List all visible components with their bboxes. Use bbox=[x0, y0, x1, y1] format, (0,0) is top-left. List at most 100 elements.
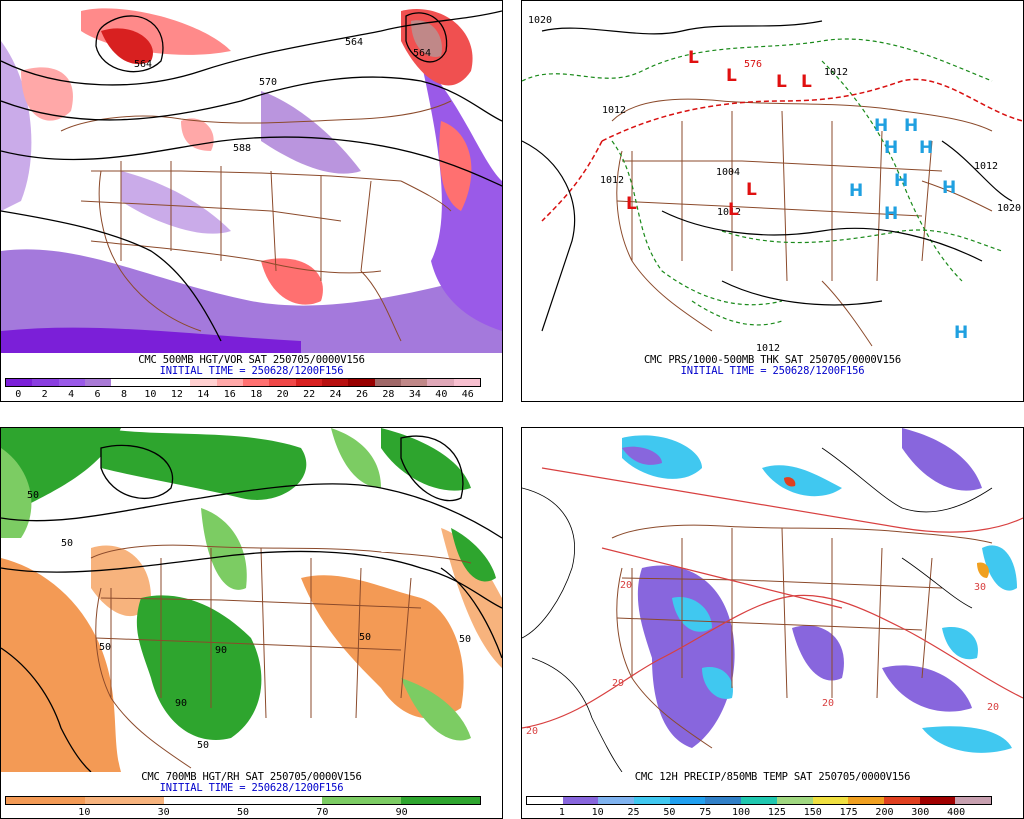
scale-swatch bbox=[322, 797, 401, 804]
scale-label: 50 bbox=[236, 807, 250, 818]
high-pressure-symbol: H bbox=[849, 181, 863, 201]
panel-precip-850mb-temp: 20 20 29 20 30 20 CMC 12H PRECIP/850MB T… bbox=[521, 427, 1024, 819]
scale-label: 40 bbox=[435, 389, 448, 400]
low-pressure-symbol: L bbox=[688, 48, 699, 68]
high-pressure-symbol: H bbox=[919, 138, 933, 158]
contour-label: 50 bbox=[459, 634, 471, 645]
panel-500mb-vorticity: 564 564 564 570 588 CMC 500MB HGT/VOR SA… bbox=[0, 0, 503, 402]
panel-title: CMC PRS/1000-500MB THK SAT 250705/0000V1… bbox=[643, 354, 902, 366]
scale-swatch bbox=[295, 379, 322, 386]
color-scale-labels: 1 10 25 50 75 100 125 150 175 200 300 400 bbox=[526, 807, 992, 819]
contour-label: 1012 bbox=[602, 105, 626, 116]
scale-label: 200 bbox=[875, 807, 894, 818]
contour-label: 20 bbox=[822, 698, 834, 709]
scale-label: 300 bbox=[911, 807, 930, 818]
scale-swatch bbox=[84, 379, 112, 386]
scale-label: 8 bbox=[120, 389, 128, 400]
scale-label: 75 bbox=[699, 807, 712, 818]
scale-label: 175 bbox=[839, 807, 858, 818]
scale-swatch bbox=[453, 379, 480, 386]
low-pressure-symbol: L bbox=[726, 66, 737, 86]
scale-swatch bbox=[32, 379, 59, 386]
contour-label: 90 bbox=[175, 698, 187, 709]
scale-swatch bbox=[883, 797, 920, 804]
scale-swatch bbox=[111, 379, 138, 386]
scale-label: 24 bbox=[329, 389, 342, 400]
low-pressure-symbol: L bbox=[746, 180, 757, 200]
contour-label: 1012 bbox=[600, 175, 624, 186]
scale-swatch bbox=[400, 379, 428, 386]
high-pressure-symbol: H bbox=[894, 171, 908, 191]
low-pressure-symbol: L bbox=[801, 72, 812, 92]
scale-swatch bbox=[163, 379, 191, 386]
scale-label: 30 bbox=[157, 807, 170, 818]
scale-label: 0 bbox=[15, 389, 22, 400]
scale-swatch bbox=[401, 797, 480, 804]
scale-swatch bbox=[848, 797, 884, 804]
contour-label: 1020 bbox=[997, 203, 1021, 214]
contour-label: 50 bbox=[61, 538, 73, 549]
high-pressure-symbol: H bbox=[904, 116, 918, 136]
color-scale-labels: 0 2 4 6 8 10 12 14 16 18 20 22 24 26 28 34 40 46 bbox=[5, 389, 481, 401]
scale-label: 18 bbox=[250, 389, 263, 400]
scale-label: 28 bbox=[382, 389, 395, 400]
rh-map: 50 50 50 90 50 50 90 50 bbox=[1, 428, 502, 772]
scale-label: 2 bbox=[41, 389, 48, 400]
panel-title: CMC 12H PRECIP/850MB TEMP SAT 250705/000… bbox=[634, 771, 911, 783]
contour-label: 1004 bbox=[716, 167, 740, 178]
scale-label: 26 bbox=[355, 389, 369, 400]
panel-title: CMC 700MB HGT/RH SAT 250705/0000V156 bbox=[141, 771, 362, 783]
scale-label: 20 bbox=[276, 389, 289, 400]
high-pressure-symbol: H bbox=[942, 178, 956, 198]
panel-pressure-thickness: 1020 1012 1012 1004 1012 1012 1012 1020 … bbox=[521, 0, 1024, 402]
scale-swatch bbox=[164, 797, 243, 804]
initial-time: INITIAL TIME = 250628/1200F156 bbox=[159, 782, 344, 794]
color-scale-bar bbox=[526, 796, 992, 805]
scale-label: 34 bbox=[408, 389, 421, 400]
high-pressure-symbol: H bbox=[874, 116, 888, 136]
scale-swatch bbox=[634, 797, 670, 804]
contour-label: 564 bbox=[134, 59, 152, 70]
scale-label: 10 bbox=[78, 807, 91, 818]
color-scale-labels: 10 30 50 70 90 bbox=[5, 807, 481, 819]
contour-label: 1012 bbox=[824, 67, 848, 78]
contour-label: 1012 bbox=[974, 161, 998, 172]
low-pressure-symbol: L bbox=[728, 200, 739, 220]
contour-label: 570 bbox=[259, 77, 277, 88]
scale-swatch bbox=[427, 379, 454, 386]
scale-swatch bbox=[776, 797, 813, 804]
contour-label: 564 bbox=[413, 48, 431, 59]
contour-label: 30 bbox=[974, 582, 986, 593]
scale-label: 12 bbox=[170, 389, 183, 400]
scale-swatch bbox=[190, 379, 217, 386]
color-scale-bar bbox=[5, 796, 481, 805]
vorticity-map: 564 564 564 570 588 bbox=[1, 1, 502, 353]
scale-label: 400 bbox=[947, 807, 966, 818]
contour-label: 50 bbox=[359, 632, 371, 643]
contour-label: 90 bbox=[215, 645, 227, 656]
contour-label: 50 bbox=[99, 642, 111, 653]
scale-swatch bbox=[919, 797, 956, 804]
scale-swatch bbox=[6, 797, 85, 804]
contour-label: 29 bbox=[612, 678, 624, 689]
scale-label: 70 bbox=[316, 807, 329, 818]
panel-700mb-rh: 50 50 50 90 50 50 90 50 CMC 700MB HGT/RH… bbox=[0, 427, 503, 819]
scale-swatch bbox=[6, 379, 33, 386]
scale-swatch bbox=[527, 797, 563, 804]
high-pressure-symbol: H bbox=[954, 323, 968, 343]
scale-swatch bbox=[242, 379, 270, 386]
high-pressure-symbol: H bbox=[884, 138, 898, 158]
scale-swatch bbox=[705, 797, 742, 804]
pressure-map: 1020 1012 1012 1004 1012 1012 1012 1020 … bbox=[522, 1, 1023, 353]
scale-swatch bbox=[562, 797, 599, 804]
scale-swatch bbox=[321, 379, 349, 386]
contour-label: 1012 bbox=[756, 343, 780, 353]
scale-label: 100 bbox=[732, 807, 751, 818]
low-pressure-symbol: L bbox=[776, 72, 787, 92]
panel-title: CMC 500MB HGT/VOR SAT 250705/0000V156 bbox=[138, 354, 365, 366]
scale-swatch bbox=[216, 379, 243, 386]
contour-label: 50 bbox=[27, 490, 39, 501]
scale-label: 25 bbox=[627, 807, 640, 818]
contour-label: 20 bbox=[620, 580, 632, 591]
scale-swatch bbox=[243, 797, 322, 804]
